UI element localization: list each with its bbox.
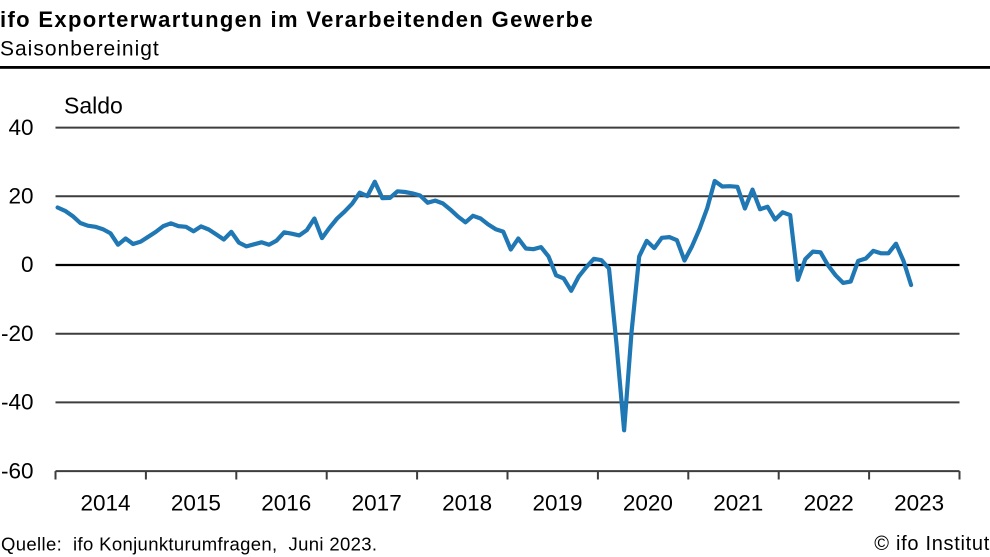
svg-text:40: 40 <box>8 115 33 140</box>
svg-text:2023: 2023 <box>894 491 944 516</box>
svg-text:2022: 2022 <box>804 491 854 516</box>
svg-text:Saisonbereinigt: Saisonbereinigt <box>0 37 160 60</box>
svg-text:2014: 2014 <box>80 491 130 516</box>
svg-text:2018: 2018 <box>442 491 492 516</box>
svg-text:Saldo: Saldo <box>64 92 123 118</box>
svg-text:ifo Exporterwartungen im Verar: ifo Exporterwartungen im Verarbeitenden … <box>0 7 594 32</box>
svg-text:© ifo Institut: © ifo Institut <box>874 533 990 555</box>
svg-text:-40: -40 <box>1 390 34 415</box>
svg-text:2020: 2020 <box>623 491 673 516</box>
svg-text:2021: 2021 <box>713 491 763 516</box>
svg-text:2016: 2016 <box>261 491 311 516</box>
svg-text:Quelle: ifo Konjunkturumfrage: Quelle: ifo Konjunkturumfragen, Juni 202… <box>1 534 377 555</box>
svg-text:2019: 2019 <box>532 491 582 516</box>
svg-text:-20: -20 <box>1 321 34 346</box>
svg-text:-60: -60 <box>1 458 34 483</box>
svg-text:0: 0 <box>21 252 34 277</box>
svg-text:2017: 2017 <box>352 491 402 516</box>
svg-text:20: 20 <box>8 184 33 209</box>
svg-text:2015: 2015 <box>171 491 221 516</box>
